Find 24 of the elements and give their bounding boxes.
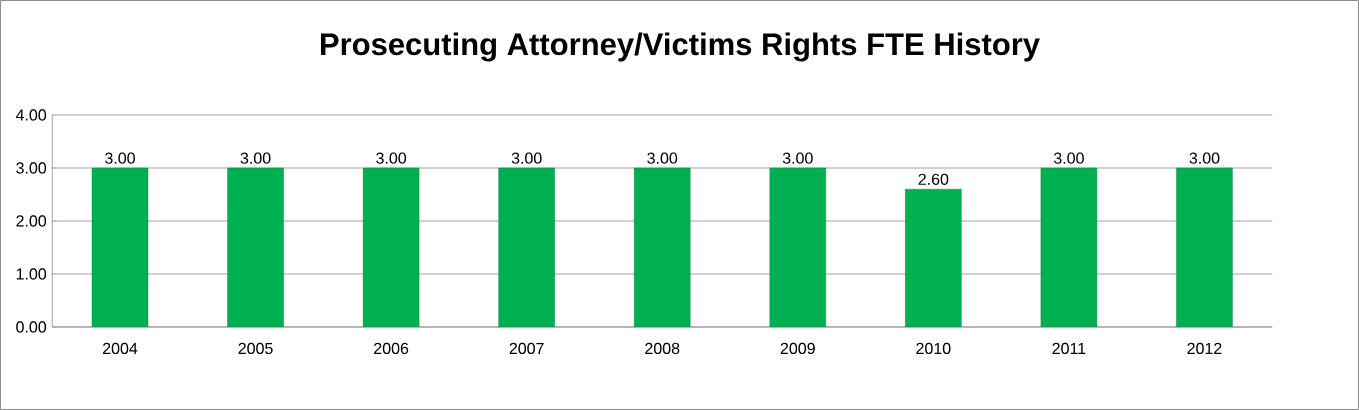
- y-tick-label: 4.00: [15, 109, 47, 121]
- y-tick-label: 0.00: [16, 321, 47, 333]
- x-tick-label: 2008: [645, 342, 680, 355]
- data-label: 3.00: [1189, 152, 1220, 164]
- x-tick-label: 2011: [1052, 342, 1086, 355]
- x-tick-label: 2012: [1187, 342, 1222, 355]
- x-tick-label: 2005: [238, 342, 273, 355]
- data-label: 3.00: [782, 152, 813, 164]
- data-label: 2.60: [918, 173, 949, 185]
- x-tick-label: 2004: [103, 342, 138, 355]
- chart-title: Prosecuting Attorney/Victims Rights FTE History: [321, 32, 1040, 62]
- data-label: 3.00: [647, 152, 678, 164]
- x-tick-label: 2007: [509, 342, 544, 355]
- data-label: 3.00: [511, 152, 542, 164]
- data-label: 3.00: [105, 152, 135, 164]
- x-tick-label: 2010: [916, 342, 951, 355]
- data-label: 3.00: [1053, 152, 1084, 164]
- y-tick-label: 2.00: [16, 215, 47, 227]
- x-tick-label: 2006: [374, 342, 409, 355]
- y-tick-label: 1.00: [16, 268, 47, 280]
- data-label: 3.00: [240, 152, 271, 164]
- data-label: 3.00: [376, 152, 407, 164]
- y-tick-label: 3.00: [16, 162, 47, 174]
- x-tick-label: 2009: [780, 342, 815, 355]
